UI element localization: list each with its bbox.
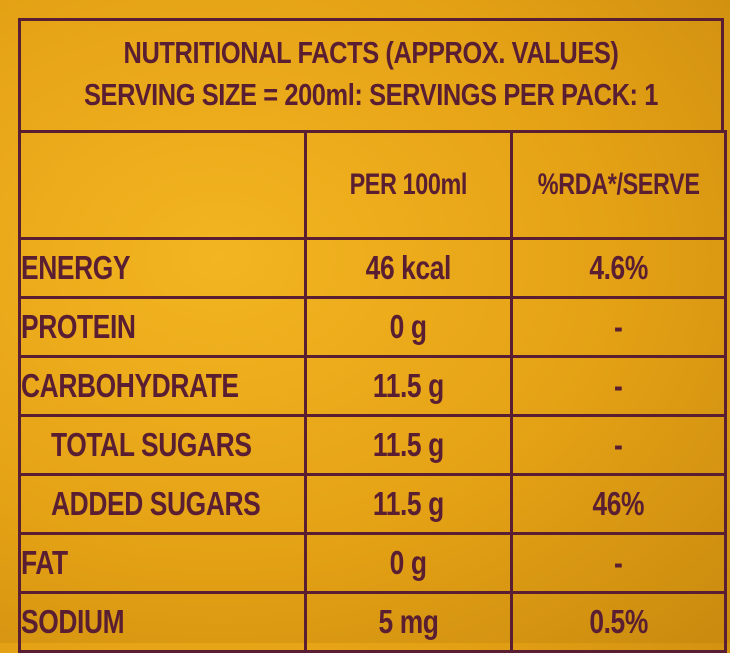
header-per-100ml: PER 100ml — [304, 130, 513, 240]
per-100ml-value: 46 kcal — [304, 237, 513, 299]
rda-value: - — [510, 355, 727, 417]
header-nutrient — [18, 130, 307, 240]
per-100ml-value: 11.5 g — [304, 414, 513, 476]
serving-size-line: SERVING SIZE = 200ml: SERVINGS PER PACK:… — [84, 77, 658, 112]
per-100ml-value: 11.5 g — [304, 355, 513, 417]
nutrient-name: ENERGY — [18, 237, 307, 299]
nutrient-name: CARBOHYDRATE — [18, 355, 307, 417]
rda-value: - — [510, 414, 727, 476]
table-row: PROTEIN 0 g - — [18, 296, 727, 358]
table-header-row: PER 100ml %RDA*/SERVE — [18, 130, 727, 240]
label-title: NUTRITIONAL FACTS (APPROX. VALUES) — [123, 35, 619, 70]
per-100ml-value: 11.5 g — [304, 473, 513, 535]
table-row: ADDED SUGARS 11.5 g 46% — [18, 473, 727, 535]
nutrient-name: FAT — [18, 532, 307, 594]
per-100ml-value: 0 g — [304, 532, 513, 594]
nutrition-table: PER 100ml %RDA*/SERVE ENERGY 46 kcal 4.6… — [18, 130, 727, 653]
label-header: NUTRITIONAL FACTS (APPROX. VALUES) SERVI… — [18, 18, 724, 130]
rda-value: 4.6% — [510, 237, 727, 299]
rda-value: - — [510, 532, 727, 594]
nutrient-name: PROTEIN — [18, 296, 307, 358]
nutrient-name: ADDED SUGARS — [18, 473, 307, 535]
table-row: CARBOHYDRATE 11.5 g - — [18, 355, 727, 417]
header-rda-per-serve: %RDA*/SERVE — [510, 130, 727, 240]
table-row: FAT 0 g - — [18, 532, 727, 594]
rda-value: - — [510, 296, 727, 358]
table-row: ENERGY 46 kcal 4.6% — [18, 237, 727, 299]
per-100ml-value: 0 g — [304, 296, 513, 358]
rda-value: 46% — [510, 473, 727, 535]
nutrient-name: TOTAL SUGARS — [18, 414, 307, 476]
table-row: TOTAL SUGARS 11.5 g - — [18, 414, 727, 476]
